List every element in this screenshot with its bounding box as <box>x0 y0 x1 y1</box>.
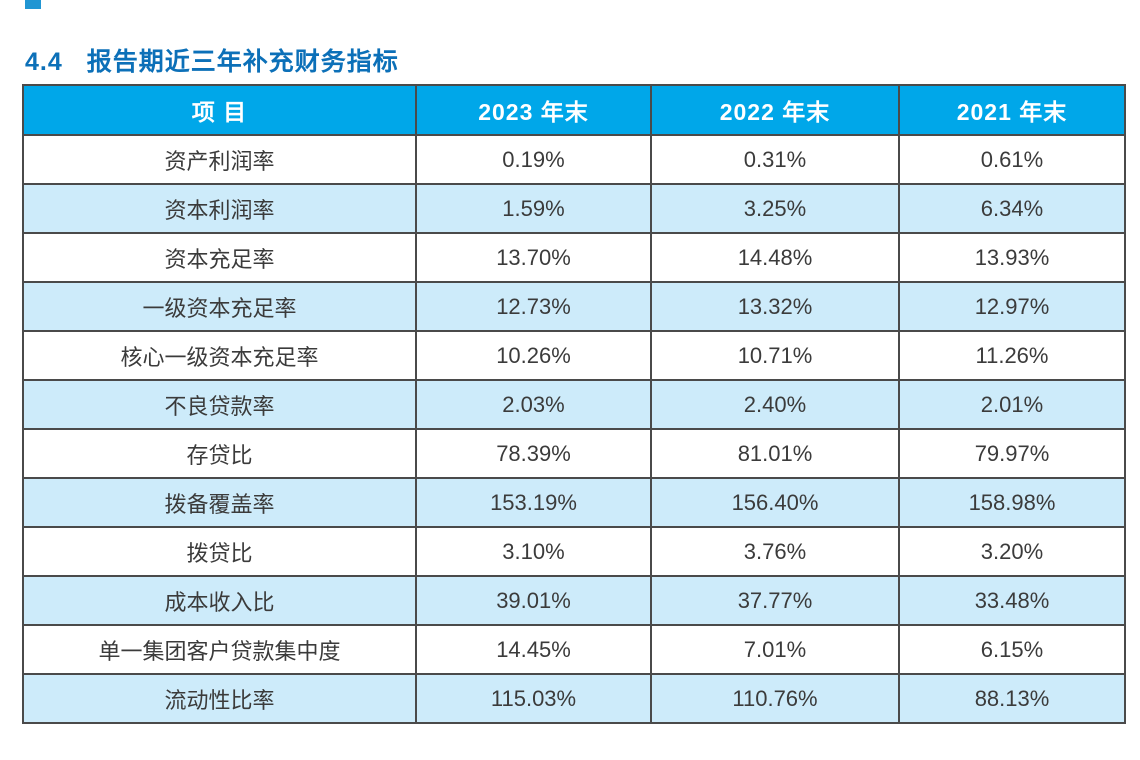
value-2022: 37.77% <box>650 575 900 626</box>
value-2022: 3.76% <box>650 526 900 577</box>
value-2021: 2.01% <box>898 379 1126 430</box>
indicator-name: 资本充足率 <box>22 232 417 283</box>
table-row: 单一集团客户贷款集中度 14.45% 7.01% 6.15% <box>22 624 1126 675</box>
indicator-name: 流动性比率 <box>22 673 417 724</box>
indicator-name: 拨贷比 <box>22 526 417 577</box>
value-2022: 81.01% <box>650 428 900 479</box>
table-row: 资本充足率 13.70% 14.48% 13.93% <box>22 232 1126 283</box>
table-header-row: 项 目 2023 年末 2022 年末 2021 年末 <box>22 84 1126 136</box>
table-row: 成本收入比 39.01% 37.77% 33.48% <box>22 575 1126 626</box>
table-row: 一级资本充足率 12.73% 13.32% 12.97% <box>22 281 1126 332</box>
column-header-2022: 2022 年末 <box>650 84 900 136</box>
value-2022: 14.48% <box>650 232 900 283</box>
column-header-2021: 2021 年末 <box>898 84 1126 136</box>
value-2021: 12.97% <box>898 281 1126 332</box>
value-2023: 14.45% <box>415 624 652 675</box>
value-2023: 10.26% <box>415 330 652 381</box>
section-title: 4.4 报告期近三年补充财务指标 <box>25 42 399 78</box>
table-row: 资产利润率 0.19% 0.31% 0.61% <box>22 134 1126 185</box>
table-row: 核心一级资本充足率 10.26% 10.71% 11.26% <box>22 330 1126 381</box>
indicator-name: 一级资本充足率 <box>22 281 417 332</box>
value-2022: 156.40% <box>650 477 900 528</box>
value-2022: 0.31% <box>650 134 900 185</box>
value-2023: 115.03% <box>415 673 652 724</box>
value-2023: 13.70% <box>415 232 652 283</box>
table-row: 拨贷比 3.10% 3.76% 3.20% <box>22 526 1126 577</box>
value-2021: 13.93% <box>898 232 1126 283</box>
value-2021: 11.26% <box>898 330 1126 381</box>
indicator-name: 核心一级资本充足率 <box>22 330 417 381</box>
page-top-blue-fragment <box>25 0 41 9</box>
value-2023: 0.19% <box>415 134 652 185</box>
value-2023: 3.10% <box>415 526 652 577</box>
table-row: 流动性比率 115.03% 110.76% 88.13% <box>22 673 1126 724</box>
value-2023: 2.03% <box>415 379 652 430</box>
value-2023: 153.19% <box>415 477 652 528</box>
value-2023: 39.01% <box>415 575 652 626</box>
table-row: 存贷比 78.39% 81.01% 79.97% <box>22 428 1126 479</box>
value-2021: 0.61% <box>898 134 1126 185</box>
table-row: 不良贷款率 2.03% 2.40% 2.01% <box>22 379 1126 430</box>
table-row: 资本利润率 1.59% 3.25% 6.34% <box>22 183 1126 234</box>
indicator-name: 存贷比 <box>22 428 417 479</box>
indicator-name: 资产利润率 <box>22 134 417 185</box>
table-row: 拨备覆盖率 153.19% 156.40% 158.98% <box>22 477 1126 528</box>
indicator-name: 单一集团客户贷款集中度 <box>22 624 417 675</box>
value-2023: 78.39% <box>415 428 652 479</box>
value-2022: 13.32% <box>650 281 900 332</box>
indicator-name: 资本利润率 <box>22 183 417 234</box>
indicator-name: 成本收入比 <box>22 575 417 626</box>
value-2023: 12.73% <box>415 281 652 332</box>
value-2021: 88.13% <box>898 673 1126 724</box>
column-header-item: 项 目 <box>22 84 417 136</box>
value-2022: 7.01% <box>650 624 900 675</box>
column-header-2023: 2023 年末 <box>415 84 652 136</box>
page-title: 报告期近三年补充财务指标 <box>86 48 399 76</box>
value-2021: 3.20% <box>898 526 1126 577</box>
indicator-name: 拨备覆盖率 <box>22 477 417 528</box>
value-2021: 6.15% <box>898 624 1126 675</box>
value-2021: 158.98% <box>898 477 1126 528</box>
value-2023: 1.59% <box>415 183 652 234</box>
value-2021: 6.34% <box>898 183 1126 234</box>
section-number: 4.4 <box>25 48 63 76</box>
financial-indicators-table: 项 目 2023 年末 2022 年末 2021 年末 资产利润率 0.19% … <box>22 84 1126 724</box>
value-2021: 33.48% <box>898 575 1126 626</box>
indicator-name: 不良贷款率 <box>22 379 417 430</box>
value-2022: 10.71% <box>650 330 900 381</box>
value-2022: 3.25% <box>650 183 900 234</box>
value-2021: 79.97% <box>898 428 1126 479</box>
value-2022: 2.40% <box>650 379 900 430</box>
value-2022: 110.76% <box>650 673 900 724</box>
